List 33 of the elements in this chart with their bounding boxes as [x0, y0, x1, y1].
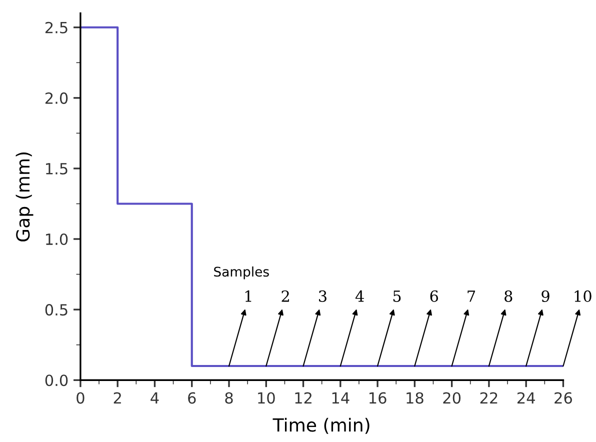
annotation: 2 [282, 290, 289, 302]
x-axis-title: Time (min) [272, 418, 370, 434]
annotation: Samples [214, 266, 269, 280]
x-tick-label: 0 [76, 392, 84, 404]
y-tick-label: 2.0 [45, 92, 68, 104]
x-tick-label: 12 [295, 392, 312, 404]
annotation: 9 [542, 290, 550, 302]
x-tick-label: 22 [480, 392, 498, 404]
x-tick-label: 2 [114, 392, 121, 404]
x-tick-label: 8 [225, 392, 233, 404]
x-tick-label: 18 [406, 392, 424, 404]
x-tick-label: 26 [554, 392, 572, 404]
x-tick-label: 14 [332, 392, 350, 404]
x-tick-label: 6 [188, 392, 196, 404]
y-tick-label: 1.0 [46, 233, 68, 246]
x-tick-label: 16 [370, 392, 386, 404]
y-tick-label: 0.0 [45, 374, 68, 386]
x-tick-label: 20 [443, 392, 461, 404]
y-tick-label: 2.5 [45, 22, 68, 34]
y-tick-label: 0.5 [45, 304, 68, 316]
annotation: 8 [504, 290, 512, 302]
x-tick-label: 4 [150, 392, 159, 404]
x-tick-label: 24 [517, 392, 535, 404]
annotation: 10 [574, 290, 592, 302]
annotation: 5 [393, 290, 401, 302]
annotation: 4 [355, 290, 364, 302]
annotation: 3 [319, 290, 326, 302]
annotation: 1 [245, 290, 252, 302]
y-tick-label: 1.5 [46, 163, 68, 174]
x-tick-label: 10 [258, 392, 275, 404]
annotation: 6 [430, 290, 438, 302]
annotation: 7 [468, 290, 476, 302]
y-axis-title: Gap (mm) [16, 152, 34, 242]
